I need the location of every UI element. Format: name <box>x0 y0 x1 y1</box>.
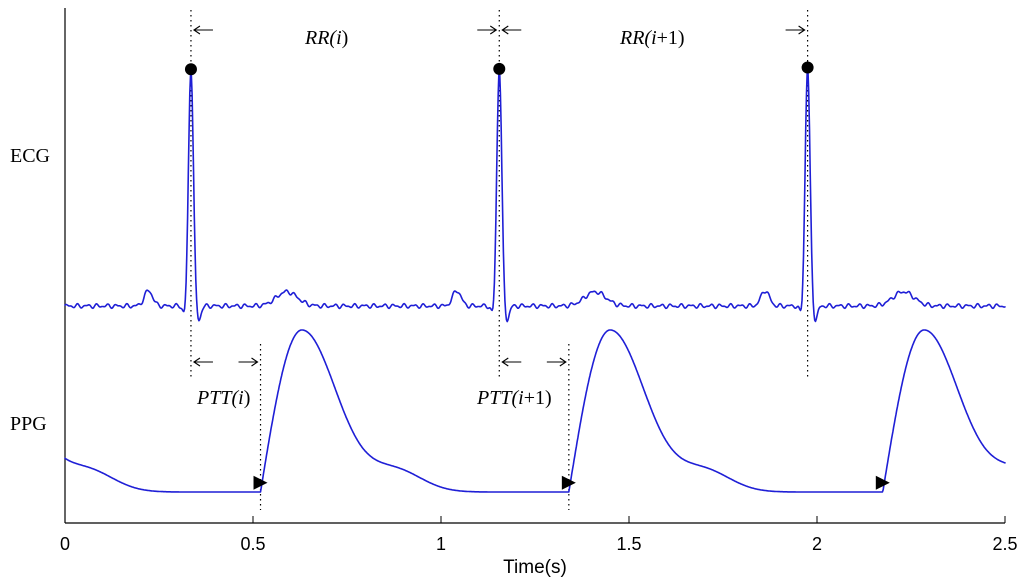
ptt-i1-left-arrow-head <box>501 357 509 367</box>
x-tick-label-2: 1 <box>436 534 446 554</box>
ptt-i-right-arrow-head <box>251 357 259 367</box>
ppg-foot-marker-0 <box>253 475 268 490</box>
r-peak-markers <box>184 61 814 76</box>
x-ticks: 0 0.5 1 1.5 2 2.5 <box>60 516 1018 554</box>
rr-i1-label-pre: RR( <box>619 27 652 49</box>
rr-i1-label-post: +1) <box>657 27 685 49</box>
x-tick-label-0: 0 <box>60 534 70 554</box>
rr-i-label-pre: RR( <box>304 27 337 49</box>
x-axis-title: Time(s) <box>503 557 567 578</box>
rr-i-label: RR(i) <box>304 27 348 49</box>
ptt-i-label-idx: i <box>238 387 244 409</box>
ptt-i1-label-idx: i <box>518 387 524 409</box>
x-tick-label-4: 2 <box>812 534 822 554</box>
ecg-series-line <box>64 70 1006 323</box>
ppg-row-label: PPG <box>10 413 47 435</box>
rr-i1-label-idx: i <box>651 27 657 49</box>
rr-i-label-post: ) <box>342 27 349 49</box>
r-peak-dot-0 <box>184 63 197 76</box>
rr-i-label-idx: i <box>336 27 342 49</box>
rr-i1-label: RR(i+1) <box>619 27 685 49</box>
rr-i-left-arrow-head <box>192 25 201 35</box>
ppg-foot-marker-2 <box>875 475 890 490</box>
rr-i1-left-arrow-head <box>501 25 509 35</box>
x-tick-label-1: 0.5 <box>240 534 265 554</box>
ptt-i-label: PTT(i) <box>196 387 250 409</box>
interval-arrows <box>192 25 806 367</box>
ptt-i1-label-post: +1) <box>524 387 552 409</box>
ppg-series-line <box>64 329 1006 493</box>
ptt-i-label-post: ) <box>244 387 251 409</box>
ppg-foot-markers <box>253 475 890 490</box>
ptt-i-label-pre: PTT( <box>196 387 239 409</box>
x-tick-label-5: 2.5 <box>992 534 1017 554</box>
ppg-foot-marker-1 <box>561 475 576 490</box>
ecg-row-label: ECG <box>10 145 50 167</box>
ptt-i1-label: PTT(i+1) <box>476 387 552 409</box>
r-peak-dot-2 <box>801 61 814 74</box>
rr-i-right-arrow-head <box>489 25 498 35</box>
rr-i1-right-arrow-head <box>798 25 806 35</box>
ptt-i1-label-pre: PTT( <box>476 387 519 409</box>
ptt-i1-right-arrow-head <box>559 357 567 367</box>
r-peak-dot-1 <box>493 62 506 75</box>
x-tick-label-3: 1.5 <box>616 534 641 554</box>
ptt-i-left-arrow-head <box>192 357 201 367</box>
